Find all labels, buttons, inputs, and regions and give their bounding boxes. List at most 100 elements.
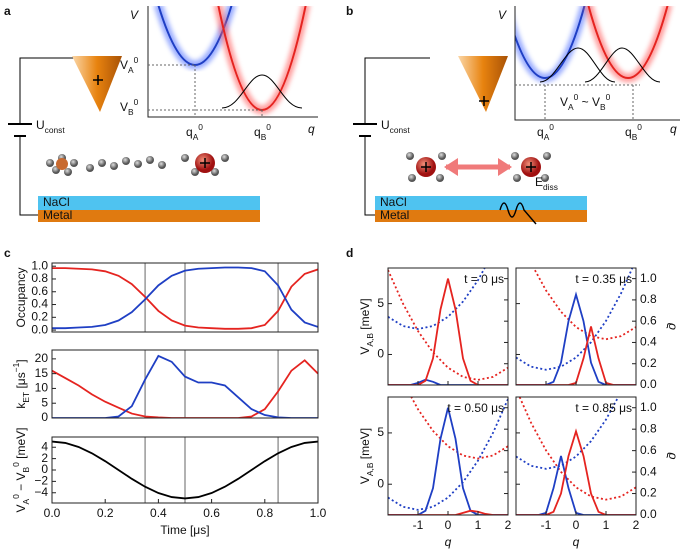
y-tick-label: 5 bbox=[377, 425, 384, 439]
y-axis-label-part: [μs bbox=[14, 372, 28, 392]
series-line bbox=[388, 269, 508, 381]
x-tick-label: 0.6 bbox=[203, 506, 220, 520]
x-tick-label: 0 bbox=[445, 518, 452, 532]
y-axis-label-part: V bbox=[14, 504, 28, 512]
y-axis-label-part: V bbox=[358, 476, 372, 484]
x-tick-label: 1 bbox=[603, 518, 610, 532]
annotation: t = 0.85 μs bbox=[575, 401, 632, 415]
coord-label: qA0 bbox=[537, 122, 554, 142]
x-axis-label: Time [μs] bbox=[160, 523, 209, 537]
x-axis-label: q bbox=[573, 535, 580, 549]
level-label-part: V bbox=[592, 95, 600, 109]
y-axis-label-part: B bbox=[21, 466, 31, 472]
x-tick-label: 0.2 bbox=[97, 506, 114, 520]
y2-tick-label: 0.4 bbox=[640, 464, 657, 478]
y-tick-label: −4 bbox=[34, 485, 48, 499]
y-tick-label: 1.0 bbox=[31, 258, 48, 272]
x-tick-label: 0.4 bbox=[150, 506, 167, 520]
series-line bbox=[410, 397, 508, 460]
x-tick-label: 2 bbox=[633, 518, 640, 532]
panel-a bbox=[8, 6, 318, 222]
level-label-part: A bbox=[568, 102, 574, 112]
y-axis-label-part: ET bbox=[21, 392, 31, 403]
series-line bbox=[516, 397, 620, 470]
coord-label-part: 0 bbox=[549, 122, 554, 132]
y-axis-label-part: [meV] bbox=[358, 428, 372, 463]
axis-label: V bbox=[498, 8, 507, 22]
layer-label: NaCl bbox=[43, 195, 70, 209]
chart: 05 bbox=[377, 267, 509, 386]
panel-letter: b bbox=[346, 4, 353, 18]
panel-letter: a bbox=[4, 4, 11, 18]
y-axis-label-part: V bbox=[14, 472, 28, 480]
y2-tick-label: 0.8 bbox=[640, 421, 657, 435]
series-line bbox=[516, 428, 636, 515]
coord-label-part: 0 bbox=[637, 122, 642, 132]
series-line bbox=[52, 359, 318, 418]
y-tick-label: −2 bbox=[34, 474, 48, 488]
series-line bbox=[518, 397, 636, 501]
x-axis-label: q bbox=[445, 535, 452, 549]
x-tick-label: 2 bbox=[505, 518, 512, 532]
chart: 0 5 -1 0 1 2 bbox=[377, 396, 512, 532]
coord-label-part: q bbox=[537, 125, 544, 139]
y-tick-label: 0.6 bbox=[31, 284, 48, 298]
series-line bbox=[52, 354, 318, 418]
series-line bbox=[388, 398, 508, 511]
y-axis-label-part: A,B bbox=[365, 462, 375, 476]
level-label-part: 0 bbox=[134, 97, 139, 107]
annotation: t = 0.35 μs bbox=[575, 272, 632, 286]
coord-label: qB0 bbox=[254, 122, 271, 142]
y-tick-label: 0.4 bbox=[31, 297, 48, 311]
x-tick-label: 0.0 bbox=[44, 506, 61, 520]
x-tick-label: 1 bbox=[475, 518, 482, 532]
y-tick-label: 2 bbox=[41, 451, 48, 465]
annotation: t = 0 μs bbox=[464, 272, 504, 286]
chart: 0.0 0.2 0.4 0.6 0.8 1.0 -1 0 1 2 bbox=[515, 396, 657, 532]
voltage-label-part: const bbox=[390, 125, 411, 135]
plot-frame bbox=[51, 349, 319, 419]
axis-label: q bbox=[670, 122, 677, 136]
y-axis-label-part: A,B bbox=[365, 333, 375, 347]
y-axis-label-part: − bbox=[14, 481, 28, 495]
x-tick-label: -1 bbox=[413, 518, 424, 532]
y-axis-label: VA0 − VB0 [meV] bbox=[11, 428, 31, 513]
y2-tick-label: 0.6 bbox=[640, 443, 657, 457]
voltage-label-part: const bbox=[45, 125, 66, 135]
coord-label: qB0 bbox=[625, 122, 642, 142]
chart: 0.0 0.2 0.4 0.6 0.8 1.0 bbox=[515, 267, 657, 391]
y-axis-label: kET [μs−1] bbox=[11, 359, 31, 408]
voltage-label: Uconst bbox=[36, 118, 65, 135]
series-line bbox=[388, 278, 508, 385]
coord-label-part: q bbox=[254, 125, 261, 139]
y-tick-label: 0 bbox=[41, 462, 48, 476]
series-line bbox=[516, 268, 634, 371]
y-axis-label: VA,B [meV] bbox=[358, 428, 375, 484]
energy-label-part: E bbox=[535, 175, 543, 189]
level-label-part: 0 bbox=[574, 92, 579, 102]
level-label-part: 0 bbox=[134, 55, 139, 65]
x-tick-label: 1.0 bbox=[310, 506, 327, 520]
y-axis-label-part: ] bbox=[14, 359, 28, 362]
y-axis-label-part: 0 bbox=[11, 462, 21, 467]
y2-tick-label: 0.0 bbox=[640, 507, 657, 521]
y-axis-label: Occupancy bbox=[14, 267, 28, 327]
coord-label-part: q bbox=[625, 125, 632, 139]
y-tick-label: 0 bbox=[377, 476, 384, 490]
coord-label: qA0 bbox=[186, 122, 203, 142]
y2-axis-label: ϱ bbox=[666, 323, 680, 330]
y2-tick-label: 1.0 bbox=[640, 400, 657, 414]
layer-label: NaCl bbox=[380, 195, 407, 209]
level-label-part: ~ bbox=[578, 95, 592, 109]
series-line bbox=[52, 267, 318, 330]
y2-axis-label: ϱ bbox=[666, 453, 680, 460]
y-axis-label-part: V bbox=[358, 347, 372, 355]
y-tick-label: 20 bbox=[35, 351, 49, 365]
y-tick-label: 0.2 bbox=[31, 309, 48, 323]
y-tick-label: 5 bbox=[377, 296, 384, 310]
plot-frame bbox=[51, 262, 319, 333]
series-line bbox=[516, 291, 636, 385]
y2-tick-label: 0.8 bbox=[640, 292, 657, 306]
y-axis-label-part: [meV] bbox=[358, 298, 372, 333]
